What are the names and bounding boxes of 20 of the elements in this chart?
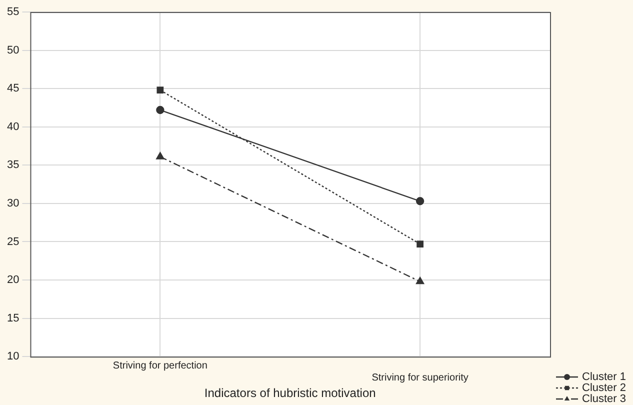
y-tick-label: 15: [6, 312, 20, 324]
legend-label: Cluster 3: [582, 393, 626, 405]
point: [156, 86, 164, 94]
y-tick-label: 35: [6, 159, 20, 172]
legend-label: Cluster 2: [582, 382, 626, 394]
y-tick-label: 20: [6, 274, 20, 286]
legend-label: Cluster 1: [582, 371, 626, 384]
y-tick-label: 50: [6, 44, 20, 56]
y-tick-label: 55: [6, 6, 20, 18]
y-tick-label: 25: [6, 236, 20, 248]
x-tick-label: Striving for perfection: [112, 360, 208, 372]
point: [156, 106, 164, 114]
point: [416, 197, 424, 206]
point: [416, 240, 424, 248]
x-axis-title: Indicators of hubristic motivation: [204, 386, 376, 400]
y-tick-label: 30: [6, 197, 20, 210]
y-tick-label: 45: [6, 82, 20, 95]
y-tick-label: 40: [6, 120, 20, 133]
y-tick-label: 10: [6, 350, 20, 363]
x-tick-label: Striving for superiority: [372, 372, 468, 384]
